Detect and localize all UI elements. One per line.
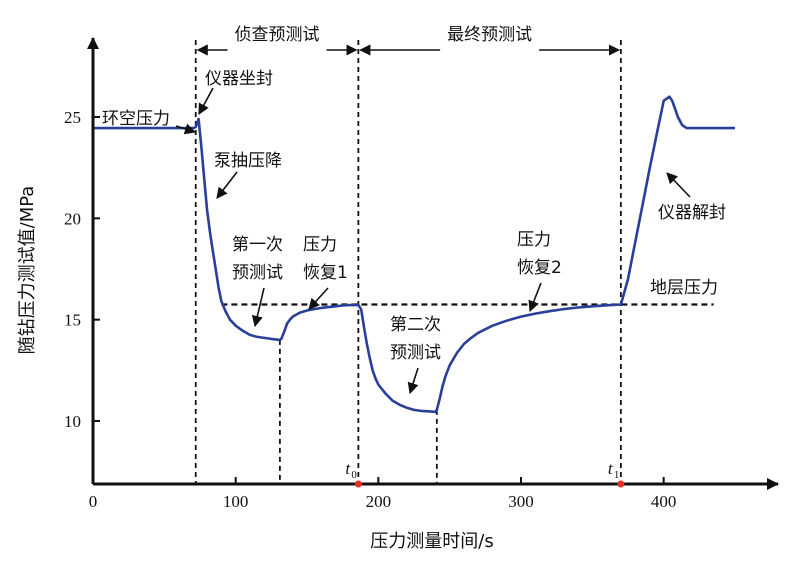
annotation-annular-pressure: 环空压力 [102,109,170,129]
annotation-recovery1-line1: 压力 [303,235,337,255]
pressure-curve [93,95,735,414]
annotation-recovery1-line2: 恢复1 [303,263,348,283]
annotation-tool-seat: 仪器坐封 [205,69,273,89]
recovery1-arrow [308,287,329,310]
x-axis-label: 压力测量时间/s [370,531,493,552]
time-marker-subscript: 1 [614,469,620,481]
y-tick-label: 25 [64,108,81,127]
seat-arrow [198,87,214,115]
annotation-formation-pressure: 地层压力 [650,278,718,298]
x-tick-label: 200 [366,492,392,511]
annotation-first-test-line1: 第一次 [232,235,283,255]
annotation-recovery2-line1: 压力 [517,230,551,250]
time-marker-dot [354,480,362,488]
y-tick-label: 20 [64,209,81,228]
annotation-second-test-line1: 第二次 [390,315,441,335]
stage-label: 最终预测试 [447,25,532,45]
annotation-recovery2-line2: 恢复2 [517,258,562,278]
recovery2-arrow [528,282,542,313]
y-tick-label: 15 [64,311,81,330]
annotation-pump-drawdown: 泵抽压降 [214,151,282,171]
x-tick-label: 400 [651,492,677,511]
x-tick-label: 100 [223,492,249,511]
y-tick-label: 10 [64,412,81,431]
annotations: 环空压力 仪器坐封 泵抽压降 第一次 预测试 压力 恢复1 第二次 预测试 压力… [102,69,726,395]
time-marker-subscript: 0 [351,469,357,481]
x-tick-label: 300 [508,492,534,511]
unseat-arrow [666,172,691,198]
annotation-first-test-line2: 预测试 [232,263,283,283]
x-tick-label: 0 [89,492,98,511]
annotation-second-test-line2: 预测试 [390,343,441,363]
stage-label: 侦查预测试 [235,25,320,45]
annotation-tool-unseat: 仪器解封 [658,203,726,223]
y-ticks: 10 15 20 25 [64,108,100,431]
time-marker-label: t [345,459,351,478]
vertical-reference-lines [194,40,622,484]
annular-arrow [175,123,197,135]
y-axis-label: 随钻压力测试值/MPa [17,186,38,355]
second-test-arrow [407,367,419,395]
x-ticks: 0 100 200 300 400 [89,477,677,511]
stage-labels: 侦查预测试 最终预测试 [196,25,620,56]
time-marker-label: t [608,459,614,478]
pump-arrow [216,171,238,199]
first-test-arrow [251,287,265,328]
time-marker-dot [617,480,625,488]
